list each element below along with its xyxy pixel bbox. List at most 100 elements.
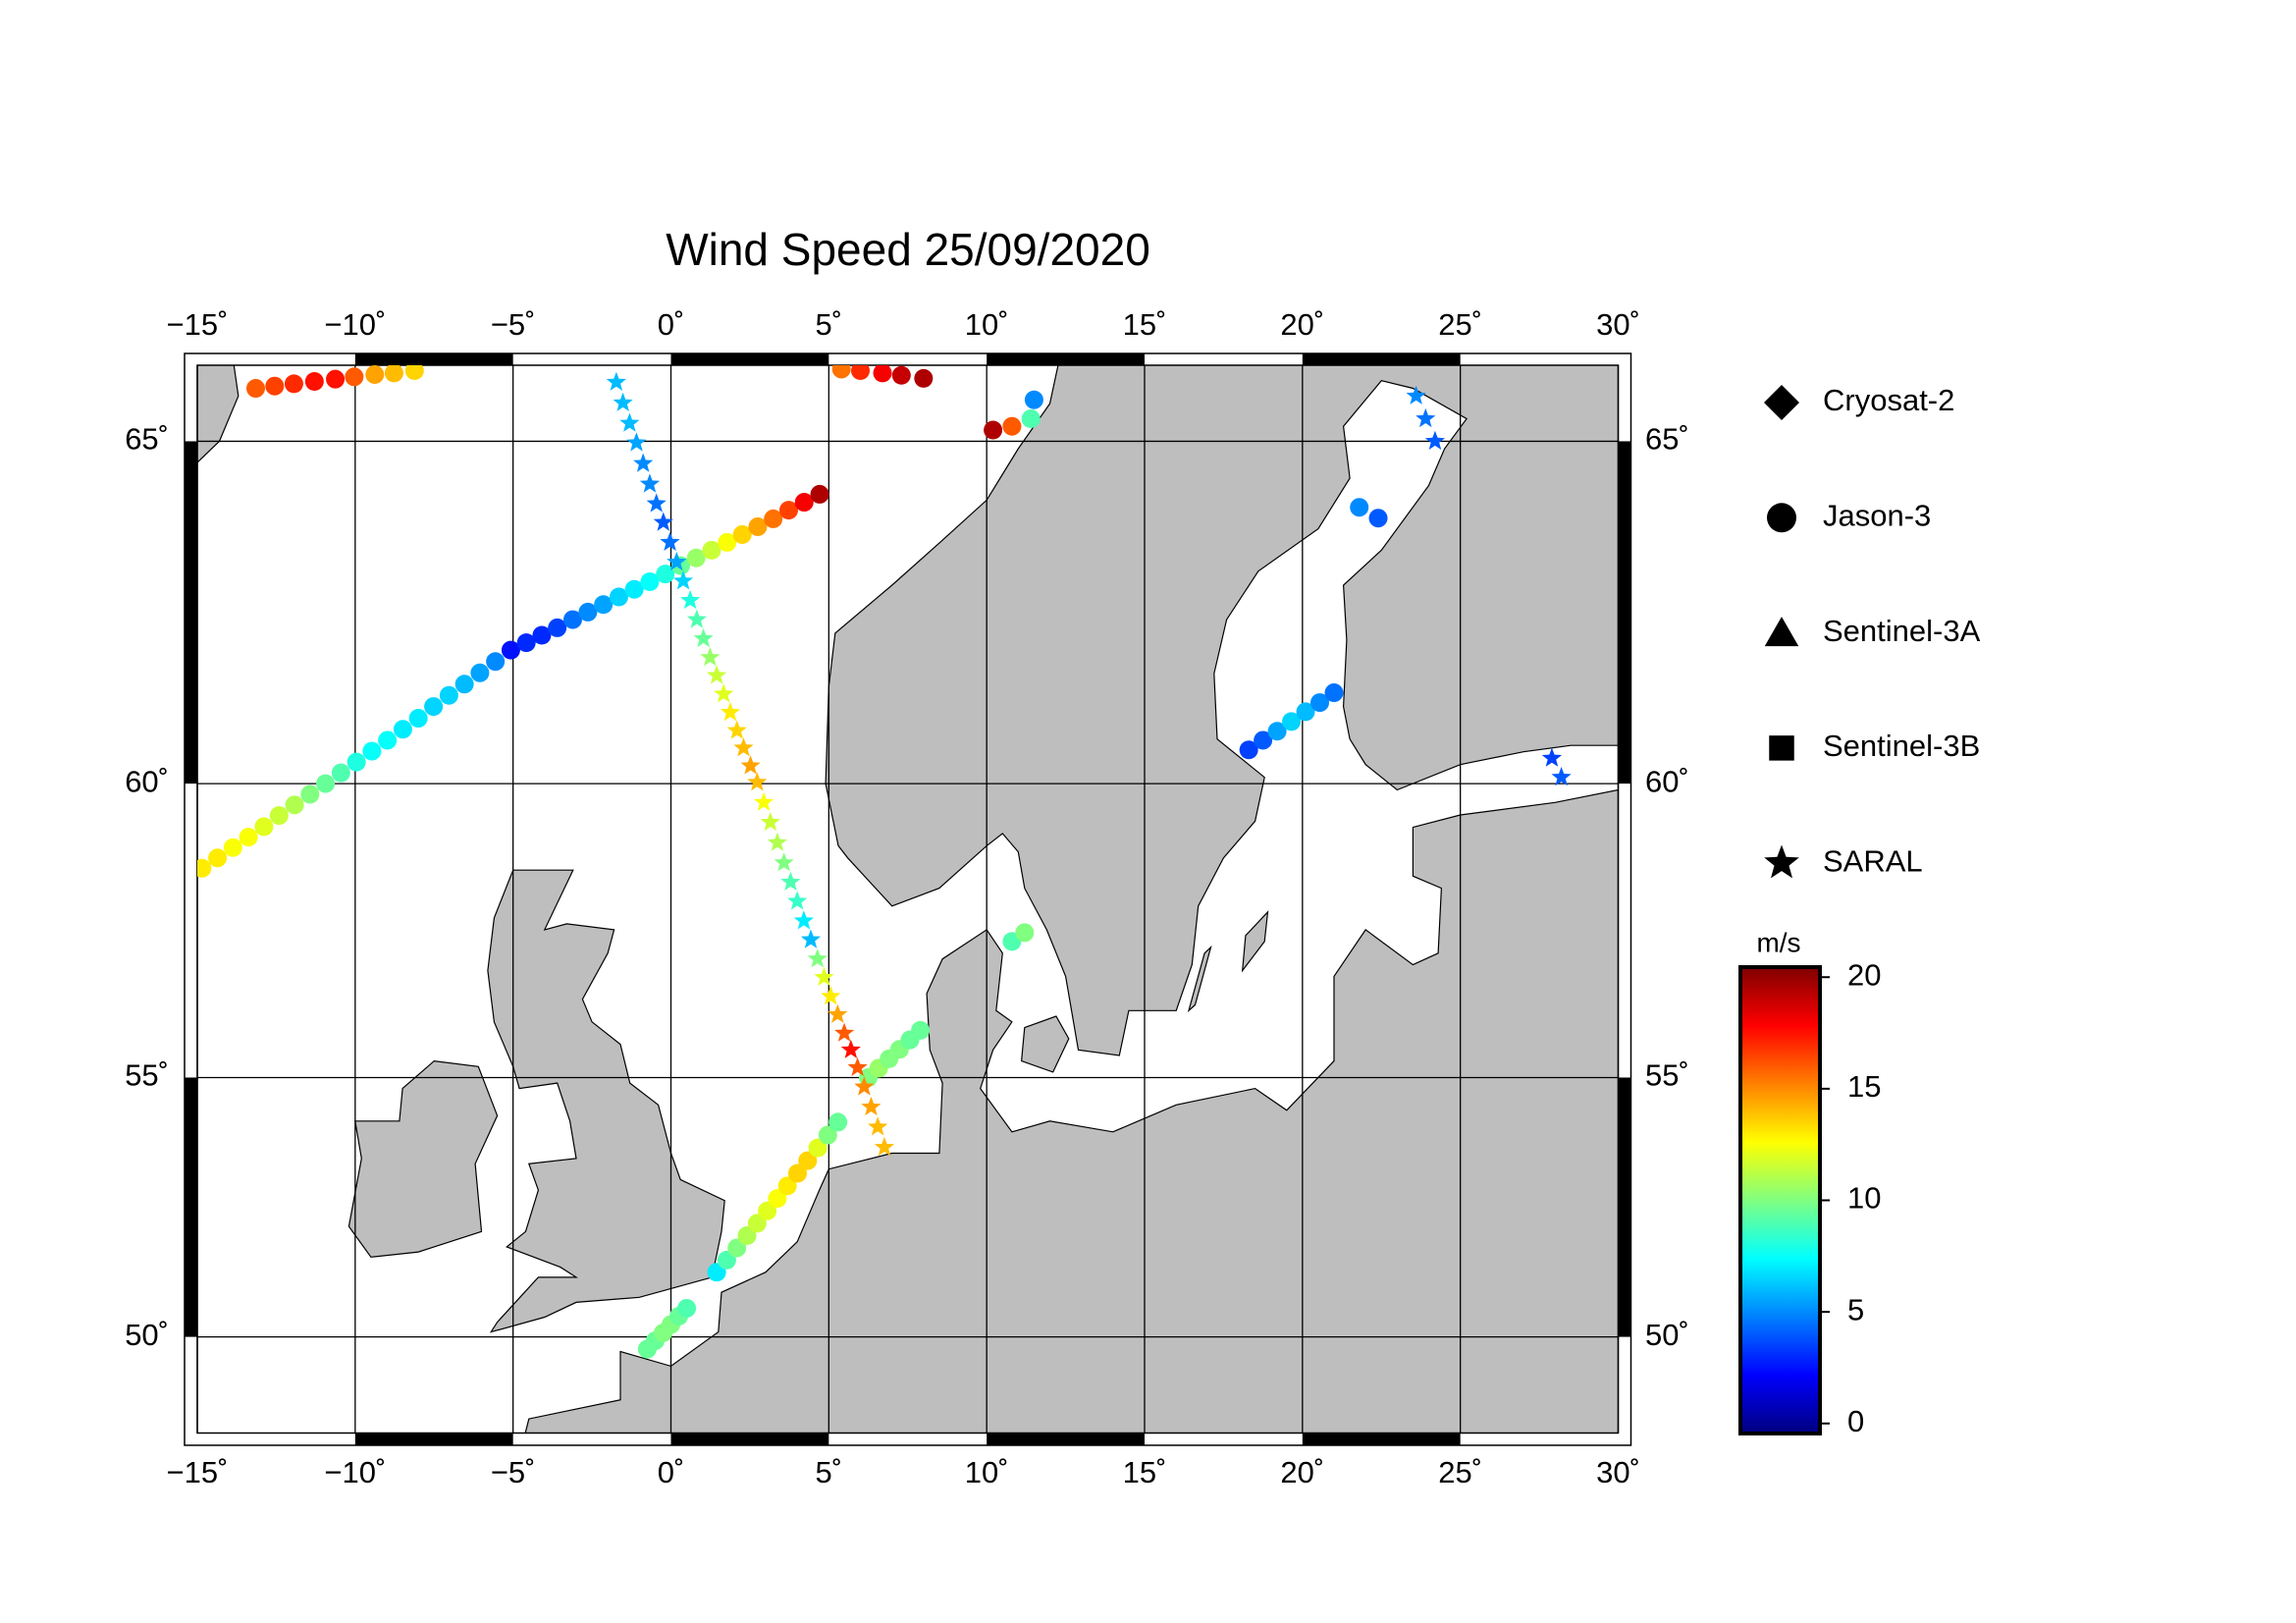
frame-inner bbox=[196, 364, 1620, 1434]
marker-circle bbox=[737, 1225, 757, 1245]
marker-circle bbox=[300, 784, 320, 804]
frame-outer bbox=[184, 352, 1632, 1446]
x-tick-label: 15˚ bbox=[1123, 307, 1167, 342]
x-tick-label: −15˚ bbox=[167, 307, 229, 342]
marker-star bbox=[787, 891, 808, 910]
marker-circle bbox=[265, 376, 285, 396]
marker-circle bbox=[808, 1138, 828, 1158]
marker-circle bbox=[532, 625, 552, 645]
marker-circle bbox=[891, 365, 911, 385]
marker-circle bbox=[640, 571, 660, 591]
marker-circle bbox=[316, 774, 336, 793]
marker-circle bbox=[831, 365, 851, 379]
marker-star bbox=[1541, 747, 1563, 767]
marker-circle bbox=[562, 610, 582, 629]
frame-bar bbox=[354, 1433, 513, 1445]
marker-circle bbox=[439, 685, 458, 705]
marker-circle bbox=[365, 365, 385, 384]
marker-circle bbox=[1368, 509, 1388, 528]
marker-circle bbox=[787, 1163, 807, 1183]
frame-bar bbox=[987, 353, 1145, 365]
marker-circle bbox=[914, 368, 934, 388]
marker-star bbox=[606, 371, 626, 391]
marker-circle bbox=[393, 720, 412, 739]
marker-circle bbox=[345, 367, 364, 387]
marker-circle bbox=[828, 1112, 848, 1132]
marker-circle bbox=[516, 633, 536, 653]
frame-bar bbox=[1618, 1077, 1631, 1337]
marker-circle bbox=[246, 379, 266, 399]
map-frame bbox=[184, 352, 1632, 1446]
marker-star bbox=[840, 1039, 861, 1058]
marker-star bbox=[747, 772, 768, 791]
marker-circle bbox=[1002, 416, 1022, 436]
marker-star bbox=[868, 1116, 888, 1136]
y-tick-label: 65˚ bbox=[125, 422, 169, 457]
marker-circle bbox=[424, 697, 444, 717]
land-layer bbox=[197, 365, 1619, 1434]
marker-circle bbox=[501, 640, 520, 660]
marker-star bbox=[639, 473, 661, 493]
x-tick-label: −10˚ bbox=[324, 1455, 386, 1489]
marker-star bbox=[660, 531, 680, 551]
frame-bar bbox=[354, 353, 513, 365]
x-tick-label: 10˚ bbox=[965, 307, 1009, 342]
frame-bar bbox=[1618, 441, 1631, 784]
x-tick-label: 20˚ bbox=[1280, 1455, 1324, 1489]
marker-circle bbox=[470, 663, 490, 682]
marker-star bbox=[686, 609, 707, 628]
marker-circle bbox=[1254, 730, 1273, 750]
marker-star bbox=[1406, 385, 1426, 405]
land bbox=[825, 365, 1619, 1056]
x-tick-label: 25˚ bbox=[1438, 307, 1482, 342]
marker-circle bbox=[223, 838, 242, 857]
marker-circle bbox=[984, 420, 1003, 440]
marker-circle bbox=[1296, 702, 1315, 722]
marker-star bbox=[726, 720, 747, 739]
marker-circle bbox=[208, 848, 228, 868]
marker-star bbox=[693, 627, 714, 648]
marker-circle bbox=[254, 817, 274, 837]
marker-star bbox=[633, 453, 654, 472]
marker-circle bbox=[758, 1201, 777, 1220]
marker-circle bbox=[331, 763, 350, 783]
marker-circle bbox=[197, 858, 212, 878]
marker-star bbox=[619, 412, 640, 432]
x-tick-label: 5˚ bbox=[816, 1455, 843, 1489]
marker-star bbox=[714, 683, 734, 703]
x-tick-label: −15˚ bbox=[167, 1455, 229, 1489]
marker-star bbox=[613, 392, 633, 411]
marker-circle bbox=[548, 618, 567, 637]
marker-circle bbox=[326, 369, 346, 389]
marker-circle bbox=[408, 709, 428, 729]
marker-star bbox=[653, 512, 673, 531]
legend-label: SARAL bbox=[1823, 843, 1923, 878]
marker-star bbox=[821, 986, 841, 1005]
marker-star bbox=[800, 929, 822, 948]
y-tick-label: 55˚ bbox=[1645, 1058, 1689, 1093]
land bbox=[1187, 945, 1212, 1013]
marker-star bbox=[667, 551, 687, 571]
marker-circle bbox=[873, 365, 892, 383]
x-tick-label: 15˚ bbox=[1123, 1455, 1167, 1489]
marker-circle bbox=[269, 806, 289, 826]
y-tick-label: 50˚ bbox=[1645, 1318, 1689, 1352]
marker-circle bbox=[594, 595, 614, 615]
frame-bar bbox=[1302, 1433, 1461, 1445]
marker-circle bbox=[677, 1298, 697, 1318]
colorbar-tick-label: 20 bbox=[1847, 957, 1881, 992]
marker-star bbox=[680, 589, 701, 610]
marker-circle bbox=[656, 565, 675, 584]
legend-label: Jason-3 bbox=[1823, 498, 1931, 532]
marker-triangle bbox=[1764, 617, 1799, 647]
marker-star bbox=[646, 493, 667, 513]
marker-square bbox=[1769, 735, 1794, 761]
marker-circle bbox=[747, 1214, 767, 1233]
marker-circle bbox=[911, 1020, 931, 1040]
frame-bar bbox=[670, 1433, 829, 1445]
y-tick-label: 50˚ bbox=[125, 1318, 169, 1352]
colorbar-label: m/s bbox=[1756, 927, 1800, 957]
marker-star bbox=[1551, 767, 1572, 786]
legend-label: Sentinel-3A bbox=[1823, 614, 1981, 648]
colorbar: 0 5 10 15 20 m/s bbox=[1738, 927, 1881, 1438]
